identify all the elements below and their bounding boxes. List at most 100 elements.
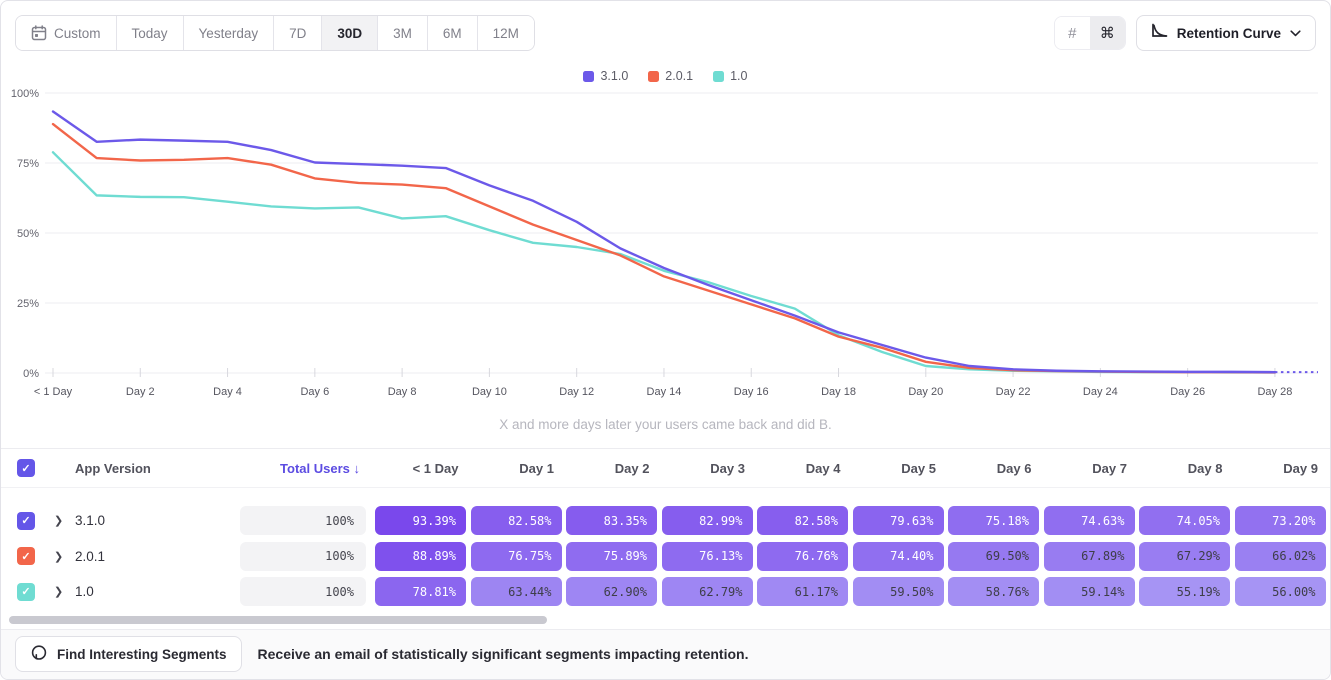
retention-chart: 3.1.0 2.0.1 1.0 100% 75% 50% 25% 0% < 1 Day Day … bbox=[1, 65, 1330, 448]
retention-cell-3.1.0-day1[interactable]: 82.58% bbox=[470, 506, 562, 535]
x-axis-tick-label: Day 20 bbox=[908, 386, 943, 398]
retention-cell-3.1.0-day5[interactable]: 79.63% bbox=[852, 506, 944, 535]
retention-cell-1.0-day9[interactable]: 56.00% bbox=[1234, 577, 1326, 606]
calendar-icon bbox=[31, 25, 47, 41]
series-line-3.1.0[interactable] bbox=[51, 110, 1277, 374]
x-axis-tick-label: Day 4 bbox=[213, 386, 242, 398]
legend-item-1.0[interactable]: 1.0 bbox=[713, 69, 748, 83]
column-header-day-7[interactable]: Day 7 bbox=[1092, 460, 1127, 476]
footer-message: Receive an email of statistically signif… bbox=[257, 646, 749, 663]
column-header-day-1[interactable]: Day 1 bbox=[519, 460, 554, 476]
legend-label: 3.1.0 bbox=[600, 69, 629, 83]
expand-row-icon[interactable]: ❯ bbox=[54, 550, 64, 563]
column-header-day-8[interactable]: Day 8 bbox=[1187, 460, 1223, 476]
column-header-day-4[interactable]: Day 4 bbox=[805, 460, 841, 476]
find-interesting-segments-button[interactable]: Find Interesting Segments bbox=[15, 636, 242, 673]
retention-cell-3.1.0-day9[interactable]: 73.20% bbox=[1234, 506, 1326, 535]
retention-cell-1.0-day0[interactable]: 78.81% bbox=[375, 577, 466, 606]
date-range-3m[interactable]: 3M bbox=[378, 16, 428, 50]
retention-cell-2.0.1-day0[interactable]: 88.89% bbox=[375, 541, 466, 571]
series-line-1.0[interactable] bbox=[51, 151, 1277, 374]
date-range-6m[interactable]: 6M bbox=[427, 16, 478, 50]
row-checkbox-1.0[interactable]: ✓ bbox=[17, 582, 35, 601]
retention-cell-3.1.0-day0[interactable]: 93.39% bbox=[375, 506, 466, 535]
select-all-checkbox[interactable]: ✓ bbox=[17, 459, 35, 477]
column-header-total-users[interactable]: Total Users ↓ bbox=[280, 460, 361, 476]
retention-cell-2.0.1-day3[interactable]: 76.13% bbox=[661, 541, 753, 571]
day-column-headers: < 1 Day Day 1 Day 2 Day 3 Day 4 Day 5 Day 6 Day… bbox=[375, 461, 1330, 476]
x-axis-tick-label: Day 8 bbox=[388, 386, 417, 398]
date-range-label: Custom bbox=[54, 25, 101, 41]
x-axis-tick-label: Day 12 bbox=[559, 386, 594, 398]
retention-cell-3.1.0-day2[interactable]: 83.35% bbox=[566, 506, 657, 535]
retention-cell-3.1.0-day3[interactable]: 82.99% bbox=[661, 506, 753, 535]
retention-cell-3.1.0-day4[interactable]: 82.58% bbox=[757, 506, 848, 535]
total-users-value: 100% bbox=[240, 506, 366, 535]
retention-cell-2.0.1-day6[interactable]: 69.50% bbox=[948, 541, 1039, 571]
retention-line-chart[interactable]: 100% 75% 50% 25% 0% < 1 Day Day 2 Day 4 Day 6 Day… bbox=[1, 65, 1331, 410]
column-header-day-3[interactable]: Day 3 bbox=[710, 460, 745, 476]
y-axis-tick-label: 25% bbox=[17, 298, 39, 310]
date-range-label: 6M bbox=[442, 25, 462, 41]
row-checkbox-3.1.0[interactable]: ✓ bbox=[17, 511, 35, 530]
column-header-day-5[interactable]: Day 5 bbox=[901, 460, 936, 476]
retention-cell-1.0-day6[interactable]: 58.76% bbox=[948, 577, 1039, 606]
column-header-day-6[interactable]: Day 6 bbox=[996, 460, 1032, 476]
retention-cell-2.0.1-day2[interactable]: 75.89% bbox=[566, 541, 657, 571]
date-range-7d[interactable]: 7D bbox=[274, 16, 323, 50]
retention-cell-3.1.0-day8[interactable]: 74.05% bbox=[1139, 506, 1230, 535]
x-axis-tick-label: Day 18 bbox=[821, 386, 856, 398]
legend-swatch bbox=[648, 70, 660, 82]
retention-cell-1.0-day4[interactable]: 61.17% bbox=[757, 577, 848, 606]
date-range-label: 7D bbox=[289, 25, 307, 41]
date-range-today[interactable]: Today bbox=[116, 16, 184, 50]
date-range-yesterday[interactable]: Yesterday bbox=[183, 16, 275, 50]
retention-cell-2.0.1-day7[interactable]: 67.89% bbox=[1043, 541, 1135, 571]
segments-insight-icon bbox=[30, 644, 48, 665]
chart-type-dropdown[interactable]: Retention Curve bbox=[1135, 15, 1316, 51]
x-axis-tick-label: < 1 Day bbox=[34, 386, 73, 398]
row-checkbox-2.0.1[interactable]: ✓ bbox=[17, 547, 35, 565]
date-range-12m[interactable]: 12M bbox=[477, 16, 534, 50]
retention-cell-1.0-day1[interactable]: 63.44% bbox=[470, 577, 562, 606]
legend-label: 2.0.1 bbox=[665, 69, 694, 83]
expand-row-icon[interactable]: ❯ bbox=[54, 586, 64, 598]
retention-cell-2.0.1-day5[interactable]: 74.40% bbox=[852, 541, 944, 571]
hash-grid-icon[interactable]: # bbox=[1054, 17, 1090, 49]
retention-cell-3.1.0-day7[interactable]: 74.63% bbox=[1043, 506, 1135, 535]
legend-item-2.0.1[interactable]: 2.0.1 bbox=[648, 69, 693, 83]
total-users-value: 100% bbox=[240, 541, 366, 571]
y-axis-tick-label: 75% bbox=[17, 158, 39, 170]
date-range-label: 3M bbox=[393, 25, 412, 41]
retention-cell-2.0.1-day9[interactable]: 66.02% bbox=[1234, 541, 1326, 571]
chart-legend: 3.1.0 2.0.1 1.0 bbox=[1, 69, 1330, 83]
retention-cell-1.0-day8[interactable]: 55.19% bbox=[1139, 577, 1230, 606]
chart-caption: X and more days later your users came ba… bbox=[499, 417, 832, 432]
date-range-label: 12M bbox=[492, 25, 519, 41]
retention-cell-1.0-day5[interactable]: 59.50% bbox=[852, 577, 944, 606]
y-axis-tick-label: 100% bbox=[11, 88, 39, 100]
retention-cell-2.0.1-day4[interactable]: 76.76% bbox=[757, 541, 848, 571]
date-range-30d[interactable]: 30D bbox=[322, 16, 379, 50]
legend-swatch bbox=[583, 70, 595, 82]
toolbar-right-controls: # ⌘ Retention Curve bbox=[1053, 15, 1316, 51]
expand-row-icon[interactable]: ❯ bbox=[54, 515, 64, 527]
x-axis-tick-label: Day 22 bbox=[996, 386, 1031, 398]
retention-cell-1.0-day3[interactable]: 62.79% bbox=[661, 577, 753, 606]
column-header--1-day[interactable]: < 1 Day bbox=[412, 460, 459, 476]
date-range-custom[interactable]: Custom bbox=[16, 16, 117, 50]
retention-cell-2.0.1-day8[interactable]: 67.29% bbox=[1139, 541, 1230, 571]
series-line-2.0.1[interactable] bbox=[51, 122, 1277, 374]
scrollbar-thumb[interactable] bbox=[9, 615, 547, 624]
retention-cell-3.1.0-day6[interactable]: 75.18% bbox=[948, 506, 1039, 535]
column-header-day-9[interactable]: Day 9 bbox=[1283, 460, 1318, 476]
x-axis-tick-label: Day 6 bbox=[300, 386, 329, 398]
column-header-day-2[interactable]: Day 2 bbox=[614, 460, 650, 476]
command-icon[interactable]: ⌘ bbox=[1089, 17, 1125, 49]
retention-cell-2.0.1-day1[interactable]: 76.75% bbox=[470, 541, 562, 571]
retention-cell-1.0-day7[interactable]: 59.14% bbox=[1043, 577, 1135, 606]
date-range-label: Yesterday bbox=[198, 25, 259, 41]
legend-item-3.1.0[interactable]: 3.1.0 bbox=[583, 69, 628, 83]
retention-cell-1.0-day2[interactable]: 62.90% bbox=[566, 577, 657, 606]
sort-desc-icon: ↓ bbox=[353, 460, 361, 476]
